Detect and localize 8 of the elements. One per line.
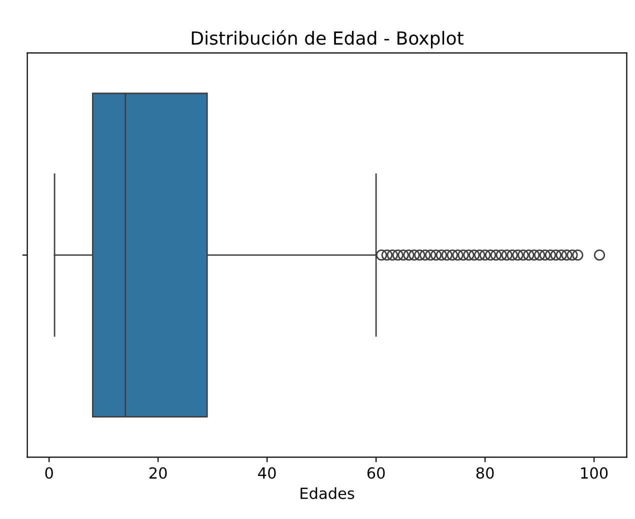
x-tick-label: 80 xyxy=(476,467,494,479)
x-tick-label: 40 xyxy=(258,467,276,479)
x-axis-title: Edades xyxy=(300,487,354,500)
chart-title: Distribución de Edad - Boxplot xyxy=(192,30,464,48)
x-tick-label: 60 xyxy=(367,467,385,479)
x-tick-label: 20 xyxy=(149,467,167,479)
x-tick-label: 0 xyxy=(45,467,53,479)
x-tick-label: 100 xyxy=(581,467,608,479)
